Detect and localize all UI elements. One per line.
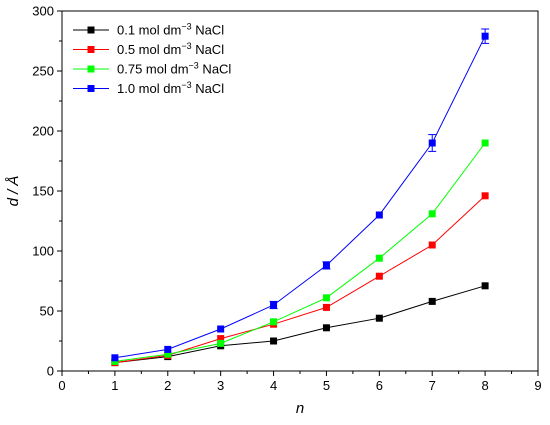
- data-point: [428, 139, 436, 147]
- legend-label: 0.1 mol dm−3 NaCl: [117, 22, 224, 38]
- data-point: [375, 272, 383, 280]
- series-layer: [111, 28, 490, 367]
- x-tick-label: 4: [270, 378, 277, 393]
- data-point: [270, 337, 278, 345]
- y-tick-label: 250: [32, 64, 54, 79]
- legend-marker: [87, 46, 95, 53]
- legend-item: 0.5 mol dm−3 NaCl: [73, 41, 224, 57]
- data-point: [428, 210, 436, 218]
- legend-label: 0.5 mol dm−3 NaCl: [117, 41, 224, 57]
- legend-marker: [87, 85, 95, 92]
- data-point: [428, 297, 436, 305]
- data-point: [322, 294, 330, 302]
- data-point: [481, 32, 489, 40]
- data-point: [217, 339, 225, 347]
- data-point: [322, 324, 330, 332]
- series-line: [114, 35, 486, 359]
- y-tick-label: 50: [40, 304, 54, 319]
- data-point: [270, 318, 278, 326]
- data-point: [164, 345, 172, 353]
- data-point: [481, 139, 489, 147]
- legend-marker: [87, 26, 95, 34]
- legend-item: 0.1 mol dm−3 NaCl: [73, 22, 224, 38]
- legend-item: 1.0 mol dm−3 NaCl: [73, 80, 224, 96]
- y-axis-title: d / Å: [5, 176, 22, 207]
- x-tick-label: 2: [164, 378, 171, 393]
- x-tick-label: 5: [323, 378, 330, 393]
- y-tick-label: 150: [32, 184, 54, 199]
- axis-ticks: 0 1 2 3 4 5 6 7 8 9 0 50 100 150 200 250 300: [32, 4, 541, 394]
- legend-label: 0.75 mol dm−3 NaCl: [117, 61, 231, 77]
- x-tick-label: 1: [111, 378, 118, 393]
- legend-item: 0.75 mol dm−3 NaCl: [73, 61, 231, 77]
- x-tick-label: 3: [217, 378, 224, 393]
- data-point: [111, 354, 119, 362]
- data-point: [164, 350, 172, 358]
- series-4: [111, 28, 490, 362]
- legend: 0.1 mol dm−3 NaCl 0.5 mol dm−3 NaCl 0.75 m…: [73, 22, 231, 96]
- x-tick-label: 9: [534, 378, 541, 393]
- x-tick-label: 0: [58, 378, 65, 393]
- series-line: [114, 142, 486, 362]
- legend-label: 1.0 mol dm−3 NaCl: [117, 80, 224, 96]
- data-point: [217, 325, 225, 333]
- data-point: [217, 335, 225, 343]
- x-tick-label: 7: [429, 378, 436, 393]
- x-tick-label: 8: [481, 378, 488, 393]
- data-point: [322, 261, 330, 269]
- data-point: [270, 301, 278, 309]
- data-point: [428, 241, 436, 249]
- x-axis-title: n: [296, 400, 304, 417]
- series-2: [111, 192, 489, 367]
- data-point: [481, 192, 489, 200]
- y-tick-label: 300: [32, 4, 54, 19]
- y-tick-label: 100: [32, 244, 54, 259]
- data-point: [375, 254, 383, 262]
- series-line: [114, 195, 486, 364]
- x-tick-label: 6: [376, 378, 383, 393]
- series-3: [111, 139, 489, 365]
- plot-area: 0 1 2 3 4 5 6 7 8 9 0 50 100 150 200 250 300 0.1 mol dm−…: [32, 4, 541, 394]
- series-line: [114, 285, 486, 364]
- legend-marker: [87, 65, 95, 73]
- data-point: [481, 282, 489, 290]
- data-point: [375, 211, 383, 219]
- data-point: [322, 303, 330, 311]
- data-point: [111, 357, 119, 365]
- y-tick-label: 200: [32, 124, 54, 139]
- y-tick-label: 0: [47, 364, 54, 379]
- data-point: [375, 314, 383, 322]
